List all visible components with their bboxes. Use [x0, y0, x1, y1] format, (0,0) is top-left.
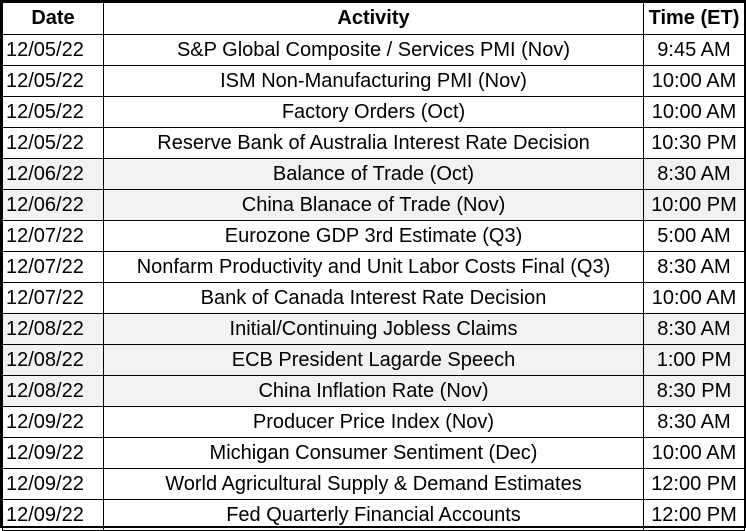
table-row: 12/08/22 Initial/Continuing Jobless Claim… [2, 313, 745, 345]
date-cell: 12/09/22 [2, 499, 104, 531]
time-cell: 10:00 AM [643, 65, 745, 97]
header-date: Date [2, 2, 104, 35]
date-cell: 12/09/22 [2, 406, 104, 438]
activity-cell: Fed Quarterly Financial Accounts [103, 499, 644, 531]
time-cell: 9:45 AM [643, 34, 745, 66]
activity-cell: ECB President Lagarde Speech [103, 344, 644, 376]
table-row: 12/07/22 Bank of Canada Interest Rate Dec… [2, 282, 745, 314]
time-cell: 8:30 AM [643, 313, 745, 345]
time-cell: 8:30 AM [643, 158, 745, 190]
date-cell: 12/05/22 [2, 127, 104, 159]
activity-cell: Reserve Bank of Australia Interest Rate … [103, 127, 644, 159]
time-cell: 10:30 PM [643, 127, 745, 159]
table-row: 12/09/22 Michigan Consumer Sentiment (Dec… [2, 437, 745, 469]
date-cell: 12/09/22 [2, 468, 104, 500]
date-cell: 12/08/22 [2, 313, 104, 345]
activity-cell: Initial/Continuing Jobless Claims [103, 313, 644, 345]
header-row: Date Activity Time (ET) [2, 2, 745, 35]
time-cell: 10:00 AM [643, 282, 745, 314]
date-cell: 12/09/22 [2, 437, 104, 469]
date-cell: 12/05/22 [2, 65, 104, 97]
date-cell: 12/05/22 [2, 34, 104, 66]
activity-cell: Michigan Consumer Sentiment (Dec) [103, 437, 644, 469]
activity-cell: China Blanace of Trade (Nov) [103, 189, 644, 221]
date-cell: 12/06/22 [2, 189, 104, 221]
activity-cell: Producer Price Index (Nov) [103, 406, 644, 438]
time-cell: 8:30 AM [643, 406, 745, 438]
activity-cell: Factory Orders (Oct) [103, 96, 644, 128]
activity-cell: Bank of Canada Interest Rate Decision [103, 282, 644, 314]
time-cell: 10:00 PM [643, 189, 745, 221]
table-row: 12/08/22 China Inflation Rate (Nov) 8:30 P… [2, 375, 745, 407]
activity-cell: World Agricultural Supply & Demand Estim… [103, 468, 644, 500]
header-activity: Activity [103, 2, 644, 35]
time-cell: 8:30 PM [643, 375, 745, 407]
activity-cell: ISM Non-Manufacturing PMI (Nov) [103, 65, 644, 97]
table-row: 12/07/22 Nonfarm Productivity and Unit La… [2, 251, 745, 283]
table-row: 12/09/22 World Agricultural Supply & Dema… [2, 468, 745, 500]
table-row: 12/05/22 S&P Global Composite / Services … [2, 34, 745, 66]
date-cell: 12/08/22 [2, 344, 104, 376]
time-cell: 1:00 PM [643, 344, 745, 376]
table-row: 12/07/22 Eurozone GDP 3rd Estimate (Q3) 5:… [2, 220, 745, 252]
date-cell: 12/07/22 [2, 251, 104, 283]
table-row: 12/06/22 China Blanace of Trade (Nov) 10:0… [2, 189, 745, 221]
table-row: 12/09/22 Producer Price Index (Nov) 8:30 A… [2, 406, 745, 438]
time-cell: 8:30 AM [643, 251, 745, 283]
date-cell: 12/05/22 [2, 96, 104, 128]
table-row: 12/09/22 Fed Quarterly Financial Accounts… [2, 499, 745, 531]
activity-cell: China Inflation Rate (Nov) [103, 375, 644, 407]
table-row: 12/06/22 Balance of Trade (Oct) 8:30 AM [2, 158, 745, 190]
table-row: 12/05/22 ISM Non-Manufacturing PMI (Nov) 1… [2, 65, 745, 97]
time-cell: 12:00 PM [643, 499, 745, 531]
time-cell: 10:00 AM [643, 96, 745, 128]
date-cell: 12/06/22 [2, 158, 104, 190]
date-cell: 12/07/22 [2, 282, 104, 314]
table-row: 12/05/22 Reserve Bank of Australia Intere… [2, 127, 745, 159]
date-cell: 12/08/22 [2, 375, 104, 407]
time-cell: 5:00 AM [643, 220, 745, 252]
table-body: 12/05/22 S&P Global Composite / Services … [2, 34, 745, 531]
date-cell: 12/07/22 [2, 220, 104, 252]
table-row: 12/08/22 ECB President Lagarde Speech 1:00… [2, 344, 745, 376]
time-cell: 10:00 AM [643, 437, 745, 469]
time-cell: 12:00 PM [643, 468, 745, 500]
table-row: 12/05/22 Factory Orders (Oct) 10:00 AM [2, 96, 745, 128]
activity-cell: S&P Global Composite / Services PMI (Nov… [103, 34, 644, 66]
activity-cell: Balance of Trade (Oct) [103, 158, 644, 190]
activity-cell: Nonfarm Productivity and Unit Labor Cost… [103, 251, 644, 283]
header-time: Time (ET) [643, 2, 745, 35]
activity-cell: Eurozone GDP 3rd Estimate (Q3) [103, 220, 644, 252]
table-header: Date Activity Time (ET) [2, 2, 745, 35]
